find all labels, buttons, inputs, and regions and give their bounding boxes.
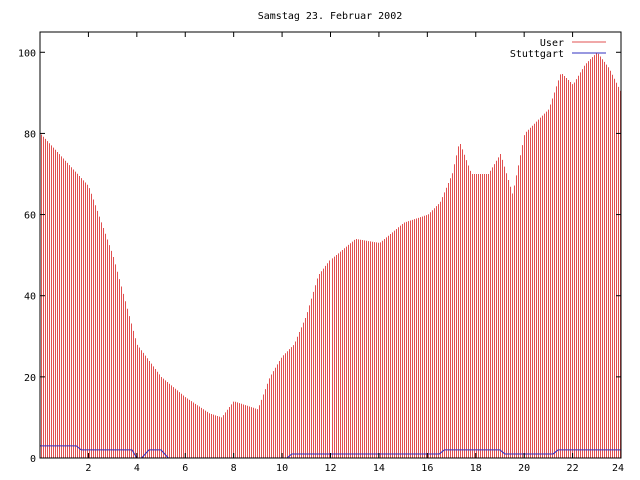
x-tick-label: 22 — [567, 463, 579, 474]
x-tick-label: 24 — [612, 463, 624, 474]
x-tick-label: 2 — [85, 463, 91, 474]
x-tick-label: 4 — [134, 463, 140, 474]
chart-title: Samstag 23. Februar 2002 — [258, 11, 403, 22]
user-series — [41, 53, 621, 458]
y-axis: 0 20 40 60 80 100 — [18, 48, 621, 465]
y-tick-label: 80 — [24, 129, 36, 140]
x-tick-label: 18 — [470, 463, 482, 474]
x-tick-label: 20 — [518, 463, 530, 474]
y-tick-label: 0 — [30, 454, 36, 465]
legend: User Stuttgart — [510, 38, 606, 60]
x-tick-label: 16 — [421, 463, 433, 474]
y-tick-label: 100 — [18, 48, 36, 59]
legend-label-user: User — [540, 38, 564, 49]
x-tick-label: 14 — [373, 463, 385, 474]
legend-label-stuttgart: Stuttgart — [510, 49, 564, 60]
y-tick-label: 60 — [24, 211, 36, 222]
x-tick-label: 10 — [276, 463, 288, 474]
x-tick-label: 12 — [324, 463, 336, 474]
x-tick-label: 8 — [231, 463, 237, 474]
x-axis: 2 4 6 8 10 12 14 16 18 20 22 24 — [85, 32, 624, 474]
y-tick-label: 40 — [24, 292, 36, 303]
legend-entry-stuttgart: Stuttgart — [510, 49, 606, 60]
x-tick-label: 6 — [182, 463, 188, 474]
legend-entry-user: User — [540, 38, 606, 49]
y-tick-label: 20 — [24, 373, 36, 384]
